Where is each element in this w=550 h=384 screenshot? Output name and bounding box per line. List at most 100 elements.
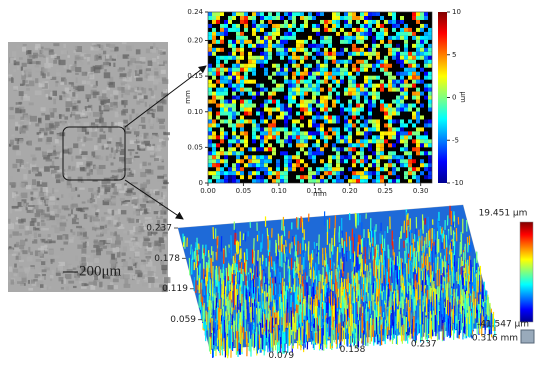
cell [412,80,416,84]
cell [420,44,424,48]
grain [46,159,52,162]
cell [224,151,228,155]
cell [388,52,392,56]
grain [54,255,60,258]
grain [104,189,107,194]
cell [400,119,404,123]
cell [328,20,332,24]
grain [86,161,92,165]
cell [416,56,420,60]
grain [149,283,151,288]
cell [288,48,292,52]
cell [332,127,336,131]
cell [280,40,284,44]
cell [352,115,356,119]
cell [272,64,276,68]
cell [336,135,340,139]
cell [336,139,340,143]
grain [42,73,46,78]
grain [68,281,74,284]
cell [396,112,400,116]
grain [121,87,124,93]
grain [12,254,16,256]
grain [121,210,126,214]
cell [356,72,360,76]
cell [372,40,376,44]
cell [412,112,416,116]
cell [408,119,412,123]
cell [320,159,324,163]
cell [304,135,308,139]
cell [408,155,412,159]
cell [284,112,288,116]
cell [320,20,324,24]
cell [420,24,424,28]
cell [400,123,404,127]
colorbar-tick-label: 10 [452,8,461,16]
grain [80,56,84,59]
grain [93,199,96,202]
grain [46,200,50,205]
cell [372,179,376,183]
cell [272,135,276,139]
grain [42,269,47,272]
cell [428,28,432,32]
cell [216,175,220,179]
cell [360,171,364,175]
cell [260,115,264,119]
cell [384,115,388,119]
cell [412,175,416,179]
grain [41,113,45,116]
cell [228,76,232,80]
grain [164,236,167,240]
cell [272,72,276,76]
cell [264,56,268,60]
grain [52,152,56,156]
cell [224,56,228,60]
cell [240,159,244,163]
cell [248,40,252,44]
cell [256,179,260,183]
cell [236,159,240,163]
colorbar-tick-label: -10 [452,179,463,187]
cell [344,16,348,20]
cell [324,40,328,44]
cell [416,76,420,80]
cell [400,127,404,131]
cell [220,92,224,96]
cell [372,119,376,123]
grain [93,95,97,98]
grain [22,47,26,52]
grain [129,137,136,140]
cell [352,112,356,116]
cell [348,20,352,24]
grain [157,176,164,179]
grain [35,44,40,49]
cell [212,96,216,100]
grain [84,54,90,57]
cell [408,56,412,60]
cell [360,159,364,163]
cell [412,36,416,40]
grain [50,216,55,220]
cell [404,139,408,143]
cell [344,40,348,44]
cell [292,131,296,135]
cell [300,28,304,32]
cell [208,32,212,36]
cell [360,88,364,92]
cell [416,115,420,119]
cell [304,131,308,135]
cell [212,119,216,123]
cell [344,147,348,151]
grain [157,56,159,59]
cell [392,131,396,135]
cell [232,135,236,139]
grain [43,187,48,192]
cell [428,52,432,56]
cell [336,171,340,175]
grain [121,83,125,85]
grain [151,90,154,96]
grain [118,217,120,222]
cell [320,64,324,68]
